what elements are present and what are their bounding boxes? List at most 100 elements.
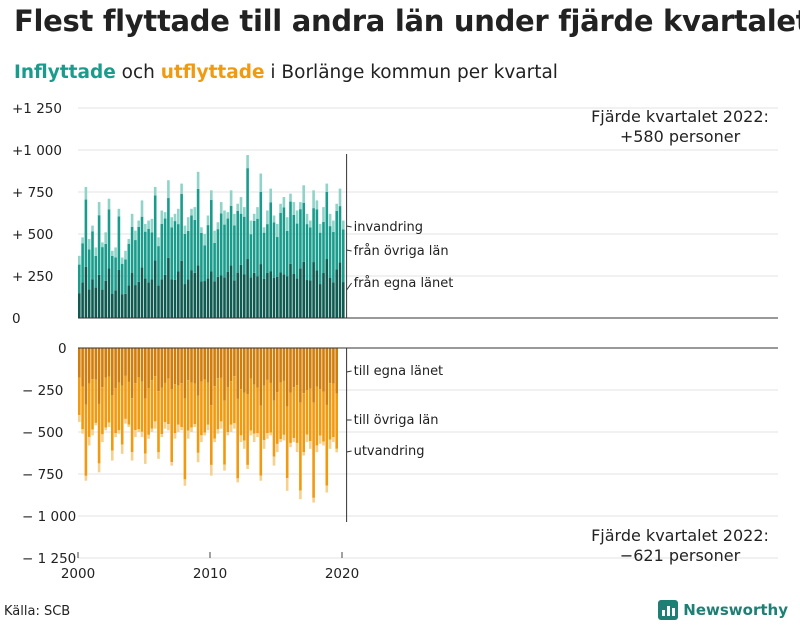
outflow-local-bar [335, 348, 338, 394]
inflow-abroad-bar [104, 232, 107, 244]
inflow-local-bar [318, 284, 322, 318]
outflow-local-bar [256, 348, 259, 388]
inflow-region-bar [276, 237, 279, 277]
subtitle-inflow: Inflyttade [14, 62, 116, 83]
inflow-local-bar [163, 274, 167, 318]
inflow-abroad-bar [206, 215, 210, 226]
series-label: från egna länet [354, 276, 454, 291]
inflow-local-bar [239, 264, 243, 318]
outflow-region-bar [272, 400, 276, 457]
inflow-region-bar [107, 209, 111, 269]
inflow-local-bar [315, 270, 319, 318]
inflow-abroad-bar [94, 247, 98, 256]
outflow-abroad-bar [137, 429, 140, 432]
outflow-region-bar [114, 387, 117, 434]
x-tick-label: 2010 [193, 566, 227, 582]
inflow-region-bar [312, 208, 315, 263]
outflow-abroad-bar [200, 435, 203, 443]
inflow-abroad-bar [295, 210, 299, 224]
inflow-region-bar [147, 228, 150, 283]
outflow-abroad-bar [223, 464, 226, 471]
subtitle-outflow: utflyttade [160, 62, 265, 83]
inflow-abroad-bar [144, 223, 147, 232]
inflow-region-bar [252, 220, 256, 273]
inflow-local-bar [282, 274, 286, 318]
inflow-abroad-bar [335, 203, 338, 211]
inflow-local-bar [107, 268, 111, 318]
outflow-abroad-bar [173, 433, 177, 439]
y-tick-label: − 1 250 [22, 551, 76, 567]
outflow-region-bar [170, 389, 173, 463]
inflow-abroad-bar [177, 208, 180, 225]
outflow-region-bar [292, 387, 296, 439]
outflow-region-bar [226, 386, 230, 433]
outflow-local-bar [262, 348, 266, 386]
inflow-region-bar [309, 227, 312, 281]
outflow-local-bar [137, 348, 140, 378]
outflow-region-bar [130, 398, 134, 452]
outflow-abroad-bar [101, 434, 104, 443]
inflow-abroad-bar [246, 155, 249, 169]
y-tick-label: + 500 [12, 227, 53, 243]
outflow-abroad-bar [144, 453, 147, 464]
outflow-abroad-bar [249, 430, 253, 436]
inflow-local-bar [137, 281, 140, 318]
outflow-abroad-bar [262, 440, 266, 449]
outflow-region-bar [97, 403, 101, 464]
outflow-local-bar [276, 348, 279, 393]
inflow-local-bar [243, 274, 246, 318]
inflow-abroad-bar [111, 250, 114, 257]
annotation-top-line2: +580 personer [620, 127, 741, 146]
outflow-local-bar [328, 348, 332, 384]
outflow-abroad-bar [226, 432, 230, 436]
inflow-region-bar [144, 231, 147, 279]
inflow-local-bar [305, 280, 309, 318]
outflow-abroad-bar [124, 418, 127, 424]
inflow-region-bar [114, 257, 117, 291]
outflow-region-bar [259, 405, 263, 476]
inflow-abroad-bar [269, 188, 272, 203]
inflow-abroad-bar [150, 218, 154, 233]
inflow-local-bar [236, 272, 239, 318]
outflow-region-bar [150, 380, 154, 429]
inflow-abroad-bar [213, 230, 216, 243]
outflow-local-bar [309, 348, 312, 389]
outflow-local-bar [299, 348, 302, 403]
outflow-abroad-bar [229, 424, 233, 432]
inflow-region-bar [206, 225, 210, 279]
outflow-abroad-bar [233, 423, 236, 429]
outflow-local-bar [210, 348, 213, 406]
inflow-region-bar [342, 229, 345, 283]
outflow-local-bar [87, 348, 91, 384]
outflow-local-bar [173, 348, 177, 385]
outflow-region-bar [94, 379, 98, 423]
inflow-region-bar [210, 199, 213, 272]
outflow-region-bar [302, 393, 305, 452]
outflow-abroad-bar [243, 440, 246, 449]
inflow-local-bar [206, 278, 210, 318]
outflow-abroad-bar [246, 464, 249, 469]
outflow-local-bar [246, 348, 249, 395]
outflow-abroad-bar [332, 437, 335, 443]
inflow-local-bar [246, 259, 249, 318]
inflow-region-bar [335, 210, 338, 270]
outflow-region-bar [78, 377, 81, 416]
inflow-local-bar [101, 289, 104, 318]
outflow-region-bar [299, 402, 302, 491]
inflow-region-bar [193, 219, 197, 273]
inflow-abroad-bar [203, 234, 206, 246]
inflow-local-bar [302, 261, 305, 318]
outflow-region-bar [84, 404, 88, 476]
inflow-local-bar [325, 259, 329, 318]
inflow-abroad-bar [325, 183, 329, 192]
outflow-local-bar [163, 348, 167, 383]
outflow-abroad-bar [299, 490, 302, 500]
outflow-local-bar [249, 348, 253, 379]
outflow-region-bar [111, 395, 114, 451]
inflow-local-bar [285, 276, 289, 318]
inflow-abroad-bar [180, 183, 183, 195]
inflow-local-bar [312, 262, 315, 318]
outflow-local-bar [81, 348, 84, 387]
inflow-region-bar [246, 168, 249, 260]
